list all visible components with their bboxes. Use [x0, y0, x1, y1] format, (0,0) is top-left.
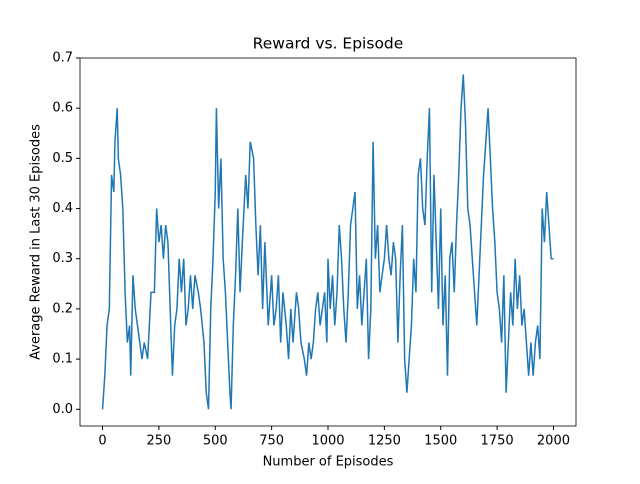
x-tick-label: 2000: [537, 434, 570, 449]
y-axis-label: Average Reward in Last 30 Episodes: [29, 124, 44, 360]
x-axis-label: Number of Episodes: [263, 455, 394, 470]
chart-title: Reward vs. Episode: [253, 35, 404, 53]
y-tick-label: 0.2: [52, 301, 73, 316]
y-tick-label: 0.7: [52, 51, 73, 66]
y-tick-label: 0.1: [52, 352, 73, 367]
plot-frame: [79, 57, 577, 427]
x-tick-label: 1000: [311, 434, 344, 449]
y-tick-label: 0.6: [52, 101, 73, 116]
y-tick-label: 0.5: [52, 151, 73, 166]
x-tick-label: 250: [146, 434, 171, 449]
x-tick-label: 0: [98, 434, 106, 449]
y-tick-label: 0.4: [52, 201, 73, 216]
x-tick-label: 500: [203, 434, 228, 449]
x-tick-label: 750: [259, 434, 284, 449]
x-tick-label: 1500: [424, 434, 457, 449]
y-tick-label: 0.0: [52, 402, 73, 417]
y-tick-label: 0.3: [52, 251, 73, 266]
x-tick-label: 1750: [481, 434, 514, 449]
line-series: [101, 74, 554, 410]
x-tick-label: 1250: [368, 434, 401, 449]
